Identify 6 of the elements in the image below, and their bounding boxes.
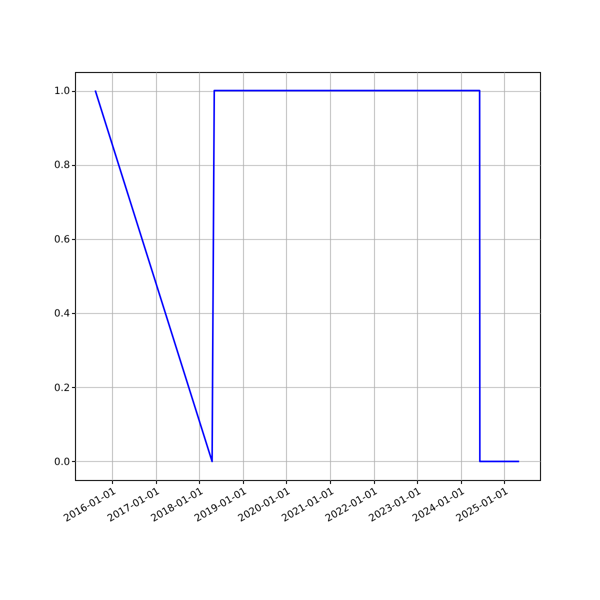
y-tick-label: 1.0 (54, 86, 70, 98)
y-tick-label: 0.2 (54, 382, 70, 394)
y-tick-label: 0.4 (54, 308, 70, 320)
y-tick-label: 0.8 (54, 160, 70, 172)
y-tick-label: 0.0 (54, 456, 70, 468)
y-tick-label: 0.6 (54, 234, 70, 246)
